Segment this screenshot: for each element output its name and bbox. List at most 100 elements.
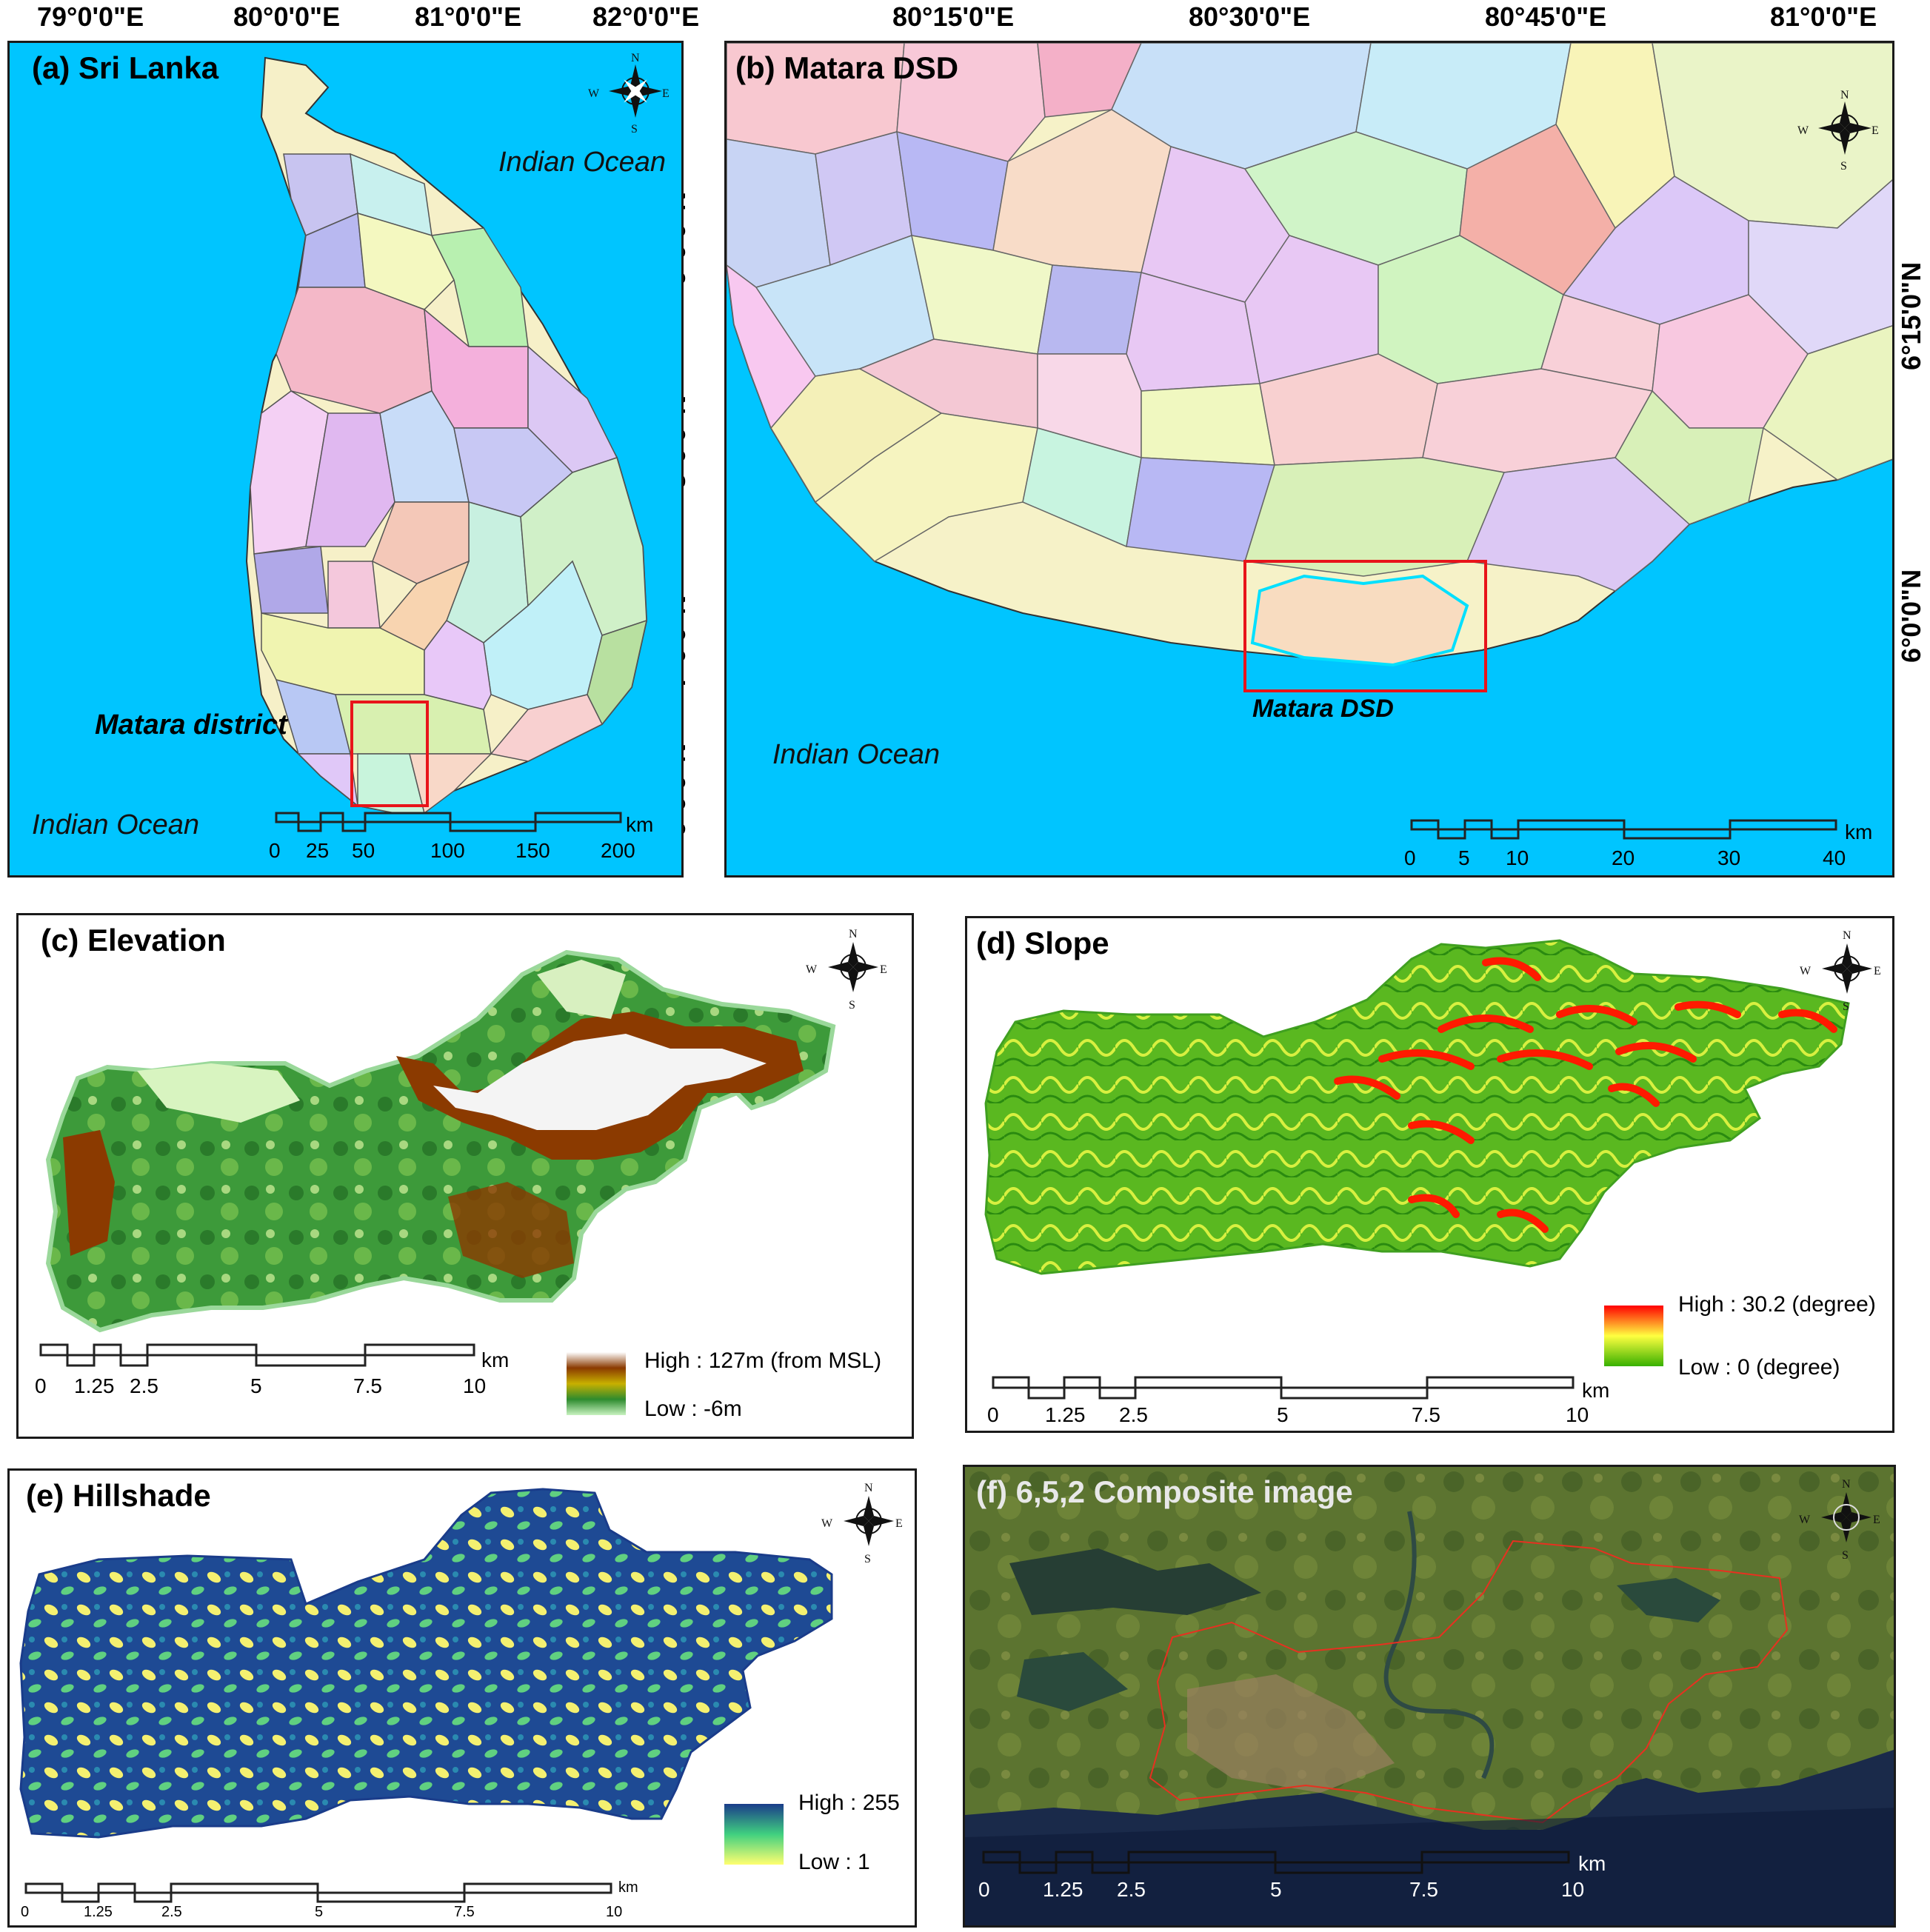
panel-a-title: (a) Sri Lanka (32, 50, 219, 85)
f-scale-3: 5 (1270, 1878, 1282, 1901)
d-scale-0: 0 (987, 1403, 999, 1426)
e-scale-bar (24, 1882, 612, 1903)
c-legend-high: High : 127m (from MSL) (644, 1348, 882, 1373)
c-scale-0: 0 (35, 1374, 47, 1397)
compass-letter-s: S (1842, 1549, 1849, 1562)
d-legend-high: High : 30.2 (degree) (1678, 1292, 1876, 1317)
e-scale-unit: km (618, 1879, 638, 1896)
matara-dsd-area (1250, 574, 1469, 667)
compass-icon: N S E W (1800, 929, 1881, 1013)
a-highlight-box (350, 701, 429, 807)
e-scale-1: 1.25 (84, 1904, 113, 1920)
slope-map: N S E W (984, 929, 1881, 1400)
matara-dsd-map: N S E W (727, 43, 1892, 840)
f-scale-1: 1.25 (1043, 1878, 1083, 1901)
f-scale-bar (982, 1851, 1570, 1874)
panel-c-elevation: (c) Elevation N S E W (16, 913, 914, 1439)
a-ocean-label-ne: Indian Ocean (498, 147, 667, 178)
c-legend-low: Low : -6m (644, 1397, 742, 1421)
compass-letter-e: E (662, 87, 670, 100)
compass-icon: N S E W (588, 52, 670, 136)
compass-icon: N S E W (1799, 1478, 1880, 1562)
panel-d-title: (d) Slope (976, 926, 1109, 960)
f-scale-2: 2.5 (1117, 1878, 1146, 1901)
slope-legend-ramp (1604, 1306, 1663, 1366)
f-scale-0: 0 (978, 1878, 990, 1901)
b-highlight-box (1243, 560, 1487, 692)
d-scale-5: 10 (1566, 1403, 1589, 1426)
hillshade-legend-ramp (724, 1804, 784, 1865)
compass-icon: N S E W (1797, 89, 1879, 173)
compass-letter-s: S (1843, 1000, 1849, 1013)
b-scale-10: 10 (1506, 846, 1529, 869)
e-legend-low: Low : 1 (798, 1850, 870, 1874)
d-scale-2: 2.5 (1119, 1403, 1148, 1426)
c-scale-2: 2.5 (130, 1374, 158, 1397)
hillshade-surface (19, 1488, 833, 1839)
a-top-tick-1: 79°0'0"E (37, 1, 144, 32)
a-top-tick-3: 81°0'0"E (415, 1, 522, 32)
compass-letter-w: W (806, 963, 818, 976)
c-scale-3: 5 (250, 1374, 262, 1397)
b-scale-bar (1410, 819, 1837, 840)
panel-e-hillshade: (e) Hillshade N S E W (7, 1468, 917, 1928)
a-scale-25: 25 (306, 839, 330, 862)
compass-letter-n: N (1843, 929, 1851, 942)
b-scale-0: 0 (1404, 846, 1416, 869)
c-scale-unit: km (481, 1348, 510, 1371)
compass-letter-n: N (864, 1482, 873, 1494)
compass-letter-e: E (1873, 1514, 1880, 1526)
compass-letter-e: E (880, 963, 887, 976)
e-legend-high: High : 255 (798, 1791, 900, 1815)
a-ocean-label-sw: Indian Ocean (32, 809, 200, 840)
compass-letter-e: E (895, 1517, 903, 1530)
compass-letter-w: W (1797, 124, 1809, 137)
panel-c-title: (c) Elevation (41, 923, 226, 957)
composite-image: N S E W (965, 1467, 1894, 1925)
a-scale-0: 0 (269, 839, 281, 862)
b-scale-30: 30 (1717, 846, 1741, 869)
sri-lanka-map: N S E W (245, 52, 670, 832)
compass-icon: N S E W (821, 1482, 903, 1565)
f-scale-4: 7.5 (1409, 1878, 1438, 1901)
b-right-tick-1: 6°15'0"N (1896, 261, 1926, 370)
a-matara-district-label: Matara district (95, 709, 287, 741)
a-top-tick-2: 80°0'0"E (233, 1, 341, 32)
f-scale-5: 10 (1561, 1878, 1585, 1901)
b-top-tick-2: 80°30'0"E (1189, 1, 1311, 32)
compass-letter-s: S (849, 999, 855, 1012)
b-scale-40: 40 (1823, 846, 1846, 869)
e-scale-5: 10 (606, 1904, 623, 1920)
a-top-tick-4: 82°0'0"E (592, 1, 700, 32)
a-scale-unit: km (626, 813, 654, 836)
panel-d-slope: (d) Slope N S E W (965, 916, 1894, 1433)
d-scale-unit: km (1582, 1379, 1610, 1402)
a-scale-bar (275, 812, 622, 832)
compass-letter-n: N (849, 928, 858, 940)
compass-letter-n: N (1840, 89, 1849, 101)
a-scale-100: 100 (430, 839, 465, 862)
c-scale-bar (39, 1343, 475, 1367)
compass-icon: N S E W (806, 928, 887, 1012)
compass-letter-w: W (821, 1517, 833, 1530)
compass-letter-n: N (1842, 1478, 1851, 1491)
panel-b-matara-dsd: (b) Matara DSD (724, 41, 1894, 878)
panel-f-composite: N S E W (f) 6,5,2 Composite image 0 1.25 2.… (963, 1465, 1896, 1928)
compass-letter-s: S (1840, 160, 1847, 173)
b-top-tick-3: 80°45'0"E (1485, 1, 1607, 32)
d-legend-low: Low : 0 (degree) (1678, 1355, 1840, 1380)
compass-letter-e: E (1874, 965, 1881, 977)
b-ocean-label: Indian Ocean (772, 739, 941, 770)
a-scale-200: 200 (601, 839, 635, 862)
e-scale-2: 2.5 (161, 1904, 182, 1920)
compass-letter-w: W (1799, 1514, 1811, 1526)
d-scale-bar (992, 1376, 1575, 1400)
b-scale-unit: km (1845, 820, 1873, 843)
elevation-surface (45, 949, 836, 1333)
compass-letter-s: S (631, 123, 638, 136)
compass-letter-s: S (864, 1553, 871, 1565)
b-right-tick-2: 6°0'0"N (1896, 569, 1926, 663)
c-scale-1: 1.25 (74, 1374, 115, 1397)
elevation-legend-ramp (567, 1352, 626, 1415)
dsd-boundary (1149, 1540, 1789, 1824)
